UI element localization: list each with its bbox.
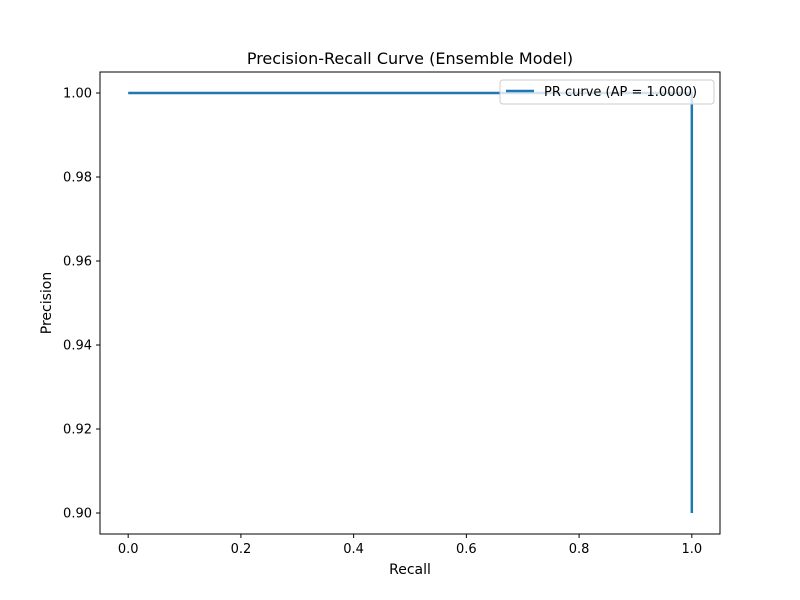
- y-tick-label: 1.00: [63, 87, 92, 102]
- x-tick-label: 1.0: [681, 542, 702, 557]
- y-axis-ticks: 0.90 0.92 0.94 0.96 0.98 1.00: [63, 87, 100, 522]
- x-axis-label: Recall: [389, 562, 431, 578]
- y-tick-label: 0.90: [63, 507, 92, 522]
- x-axis-ticks: 0.0 0.2 0.4 0.6 0.8 1.0: [118, 534, 702, 557]
- legend-label: PR curve (AP = 1.0000): [544, 85, 697, 100]
- plot-area: [99, 71, 721, 535]
- x-tick-label: 0.6: [456, 542, 477, 557]
- y-tick-label: 0.94: [63, 339, 92, 354]
- y-tick-label: 0.96: [63, 255, 92, 270]
- chart-title: Precision-Recall Curve (Ensemble Model): [247, 49, 573, 68]
- y-tick-label: 0.92: [63, 423, 92, 438]
- x-tick-label: 0.4: [343, 542, 364, 557]
- legend: PR curve (AP = 1.0000): [499, 79, 715, 105]
- x-tick-label: 0.0: [118, 542, 139, 557]
- x-tick-label: 0.8: [569, 542, 590, 557]
- y-tick-label: 0.98: [63, 171, 92, 186]
- x-tick-label: 0.2: [231, 542, 252, 557]
- y-axis-label: Precision: [39, 272, 55, 334]
- legend-box: [499, 79, 715, 105]
